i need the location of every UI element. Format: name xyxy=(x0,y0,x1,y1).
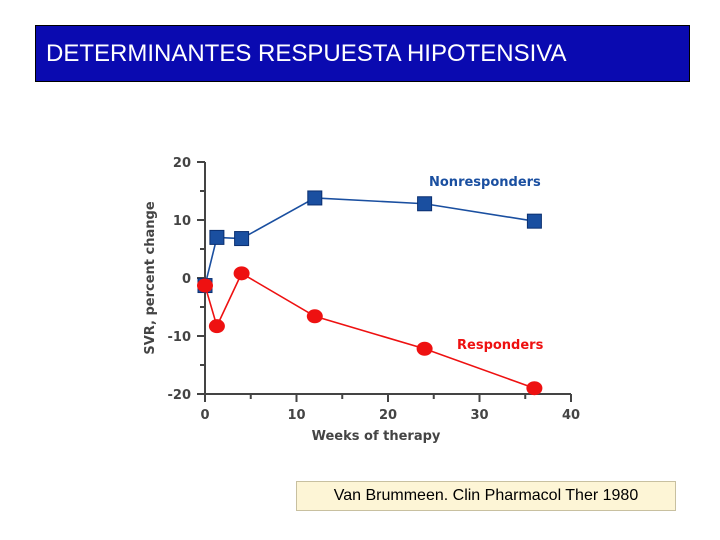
citation-box: Van Brummeen. Clin Pharmacol Ther 1980 xyxy=(296,481,676,511)
x-tick-label: 10 xyxy=(287,408,305,423)
y-tick-label: -10 xyxy=(168,330,192,345)
data-point-nonresponders xyxy=(526,213,542,229)
data-point-nonresponders xyxy=(307,190,323,206)
y-tick-label: 0 xyxy=(182,272,191,287)
y-axis-label: SVR, percent change xyxy=(143,201,158,354)
data-point-responders xyxy=(197,278,213,293)
data-point-responders xyxy=(526,381,543,396)
y-tick-label: 20 xyxy=(173,156,191,171)
data-point-nonresponders xyxy=(234,231,250,247)
series-label-nonresponders: Nonresponders xyxy=(429,175,541,190)
series-layer xyxy=(197,190,543,396)
x-axis-label: Weeks of therapy xyxy=(312,429,441,444)
citation-text: Van Brummeen. Clin Pharmacol Ther 1980 xyxy=(333,487,639,504)
data-point-nonresponders xyxy=(417,196,433,212)
data-point-responders xyxy=(306,309,323,324)
y-ticks: 20 10 0 -10 -20 xyxy=(168,156,205,403)
y-tick-label: 10 xyxy=(173,214,191,229)
y-tick-label: -20 xyxy=(168,388,192,403)
slide-title: DETERMINANTES RESPUESTA HIPOTENSIVA xyxy=(46,40,567,67)
title-banner: DETERMINANTES RESPUESTA HIPOTENSIVA xyxy=(35,25,690,82)
x-tick-label: 0 xyxy=(200,408,209,423)
x-ticks: 0 10 20 30 40 xyxy=(200,394,580,423)
series-line-nonresponders xyxy=(204,197,535,286)
data-point-responders xyxy=(233,266,250,281)
data-point-responders xyxy=(208,319,225,334)
data-point-nonresponders xyxy=(209,229,225,245)
x-tick-label: 30 xyxy=(470,408,488,423)
series-label-responders: Responders xyxy=(457,338,544,353)
x-tick-label: 40 xyxy=(562,408,580,423)
series-line-responders xyxy=(204,272,535,389)
x-tick-label: 20 xyxy=(379,408,397,423)
data-point-responders xyxy=(416,341,433,356)
chart-axes: 20 10 0 -10 -20 0 10 20 30 40 xyxy=(168,156,581,423)
